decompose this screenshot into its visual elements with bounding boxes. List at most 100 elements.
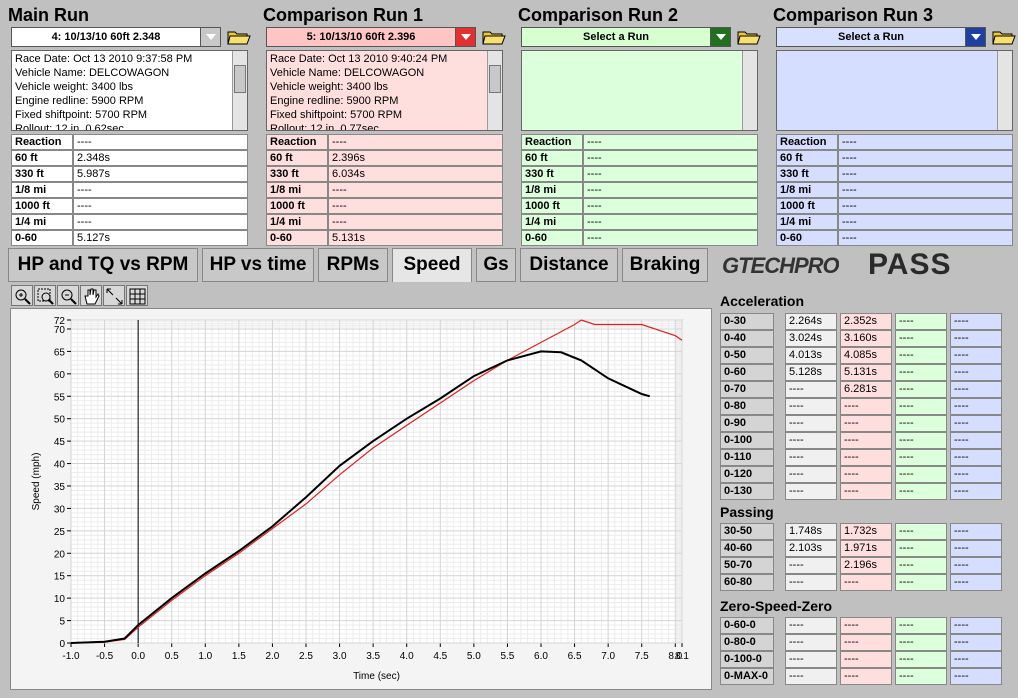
product-logo: PASS <box>868 248 952 281</box>
x-tick-label: 7.0 <box>601 651 615 662</box>
tab[interactable]: RPMs <box>318 248 388 282</box>
row-value: ---- <box>950 398 1002 415</box>
row-label[interactable]: 0-120 <box>720 466 774 483</box>
row-label[interactable]: 0-130 <box>720 483 774 500</box>
run-selector[interactable]: 5: 10/13/10 60ft 2.396 <box>266 27 476 47</box>
toolbar-button[interactable] <box>80 285 102 306</box>
result-value: ---- <box>583 230 758 246</box>
tab[interactable]: Distance <box>520 248 618 282</box>
result-value: ---- <box>328 134 503 150</box>
row-label[interactable]: 0-100 <box>720 432 774 449</box>
row-value: ---- <box>950 557 1002 574</box>
tab[interactable]: HP vs time <box>202 248 314 282</box>
scrollbar[interactable] <box>487 51 502 130</box>
x-tick-label: 0.5 <box>165 651 179 662</box>
tab[interactable]: Gs <box>476 248 516 282</box>
run-selector[interactable]: Select a Run <box>776 27 986 47</box>
open-folder-button[interactable] <box>226 27 252 47</box>
row-value: ---- <box>895 449 947 466</box>
toolbar-button[interactable] <box>11 285 33 306</box>
toolbar-button[interactable] <box>126 285 148 306</box>
row-label[interactable]: 0-40 <box>720 330 774 347</box>
dropdown-arrow[interactable] <box>455 28 475 46</box>
scrollbar[interactable] <box>742 51 757 130</box>
toolbar-icon <box>37 288 54 305</box>
result-label: 1/8 mi <box>266 182 328 198</box>
scroll-thumb[interactable] <box>489 65 501 93</box>
row-value: ---- <box>840 483 892 500</box>
row-label[interactable]: 60-80 <box>720 574 774 591</box>
scrollbar[interactable] <box>232 51 247 130</box>
run-selector[interactable]: 4: 10/13/10 60ft 2.348 <box>11 27 221 47</box>
row-value: ---- <box>785 449 837 466</box>
toolbar-button[interactable] <box>103 285 125 306</box>
result-label: 1/4 mi <box>521 214 583 230</box>
row-label[interactable]: 0-80 <box>720 398 774 415</box>
result-value: ---- <box>73 134 248 150</box>
row-value: ---- <box>950 668 1002 685</box>
result-value: 2.348s <box>73 150 248 166</box>
row-value: ---- <box>840 415 892 432</box>
arrow-icon <box>461 34 471 40</box>
row-label[interactable]: 0-50 <box>720 347 774 364</box>
row-value: ---- <box>840 651 892 668</box>
run-selector[interactable]: Select a Run <box>521 27 731 47</box>
row-value: 2.103s <box>785 540 837 557</box>
result-label: 1000 ft <box>776 198 838 214</box>
toolbar-button[interactable] <box>34 285 56 306</box>
open-folder-button[interactable] <box>991 27 1017 47</box>
result-label: Reaction <box>266 134 328 150</box>
row-value: ---- <box>785 668 837 685</box>
scrollbar[interactable] <box>997 51 1012 130</box>
y-tick-label: 45 <box>54 437 66 448</box>
scroll-thumb[interactable] <box>234 65 246 93</box>
dropdown-arrow[interactable] <box>200 28 220 46</box>
row-label[interactable]: 40-60 <box>720 540 774 557</box>
result-label: Reaction <box>521 134 583 150</box>
toolbar-button[interactable] <box>57 285 79 306</box>
row-label[interactable]: 50-70 <box>720 557 774 574</box>
row-value: ---- <box>950 347 1002 364</box>
result-value: 5.127s <box>73 230 248 246</box>
row-value: ---- <box>895 347 947 364</box>
y-tick-label: 65 <box>54 347 66 358</box>
y-tick-label: 60 <box>54 370 66 381</box>
tab[interactable]: Speed <box>392 248 472 282</box>
tab[interactable]: HP and TQ vs RPM <box>8 248 198 282</box>
row-label[interactable]: 0-60-0 <box>720 617 774 634</box>
row-label[interactable]: 0-30 <box>720 313 774 330</box>
speed-chart: -1.0 -0.5 0.0 0.5 1.0 1.5 2.0 2.5 3.0 3.5 4.0 4.5 5.… <box>31 316 689 682</box>
row-label[interactable]: 0-MAX-0 <box>720 668 774 685</box>
row-value: ---- <box>950 449 1002 466</box>
y-tick-label: 35 <box>54 482 66 493</box>
result-value: ---- <box>328 214 503 230</box>
dropdown-arrow[interactable] <box>710 28 730 46</box>
row-label[interactable]: 0-70 <box>720 381 774 398</box>
row-value: ---- <box>950 483 1002 500</box>
x-axis-title: Time (sec) <box>353 671 400 682</box>
x-tick-label: 5.5 <box>500 651 514 662</box>
open-folder-button[interactable] <box>736 27 762 47</box>
row-value: 3.160s <box>840 330 892 347</box>
row-label[interactable]: 0-110 <box>720 449 774 466</box>
toolbar-icon <box>15 289 31 305</box>
row-value: ---- <box>895 483 947 500</box>
row-label[interactable]: 0-80-0 <box>720 634 774 651</box>
run-title: Main Run <box>8 5 89 25</box>
row-label[interactable]: 0-100-0 <box>720 651 774 668</box>
row-value: ---- <box>840 449 892 466</box>
result-label: 1/8 mi <box>776 182 838 198</box>
dropdown-arrow[interactable] <box>965 28 985 46</box>
x-tick-label: 1.0 <box>198 651 212 662</box>
row-label[interactable]: 0-60 <box>720 364 774 381</box>
open-folder-button[interactable] <box>481 27 507 47</box>
row-value: ---- <box>840 432 892 449</box>
run-title: Comparison Run 2 <box>518 5 679 25</box>
result-label: 60 ft <box>521 150 583 166</box>
result-value: ---- <box>583 134 758 150</box>
row-label[interactable]: 30-50 <box>720 523 774 540</box>
result-value: ---- <box>838 182 1013 198</box>
result-label: 1000 ft <box>521 198 583 214</box>
tab[interactable]: Braking <box>622 248 708 282</box>
row-label[interactable]: 0-90 <box>720 415 774 432</box>
